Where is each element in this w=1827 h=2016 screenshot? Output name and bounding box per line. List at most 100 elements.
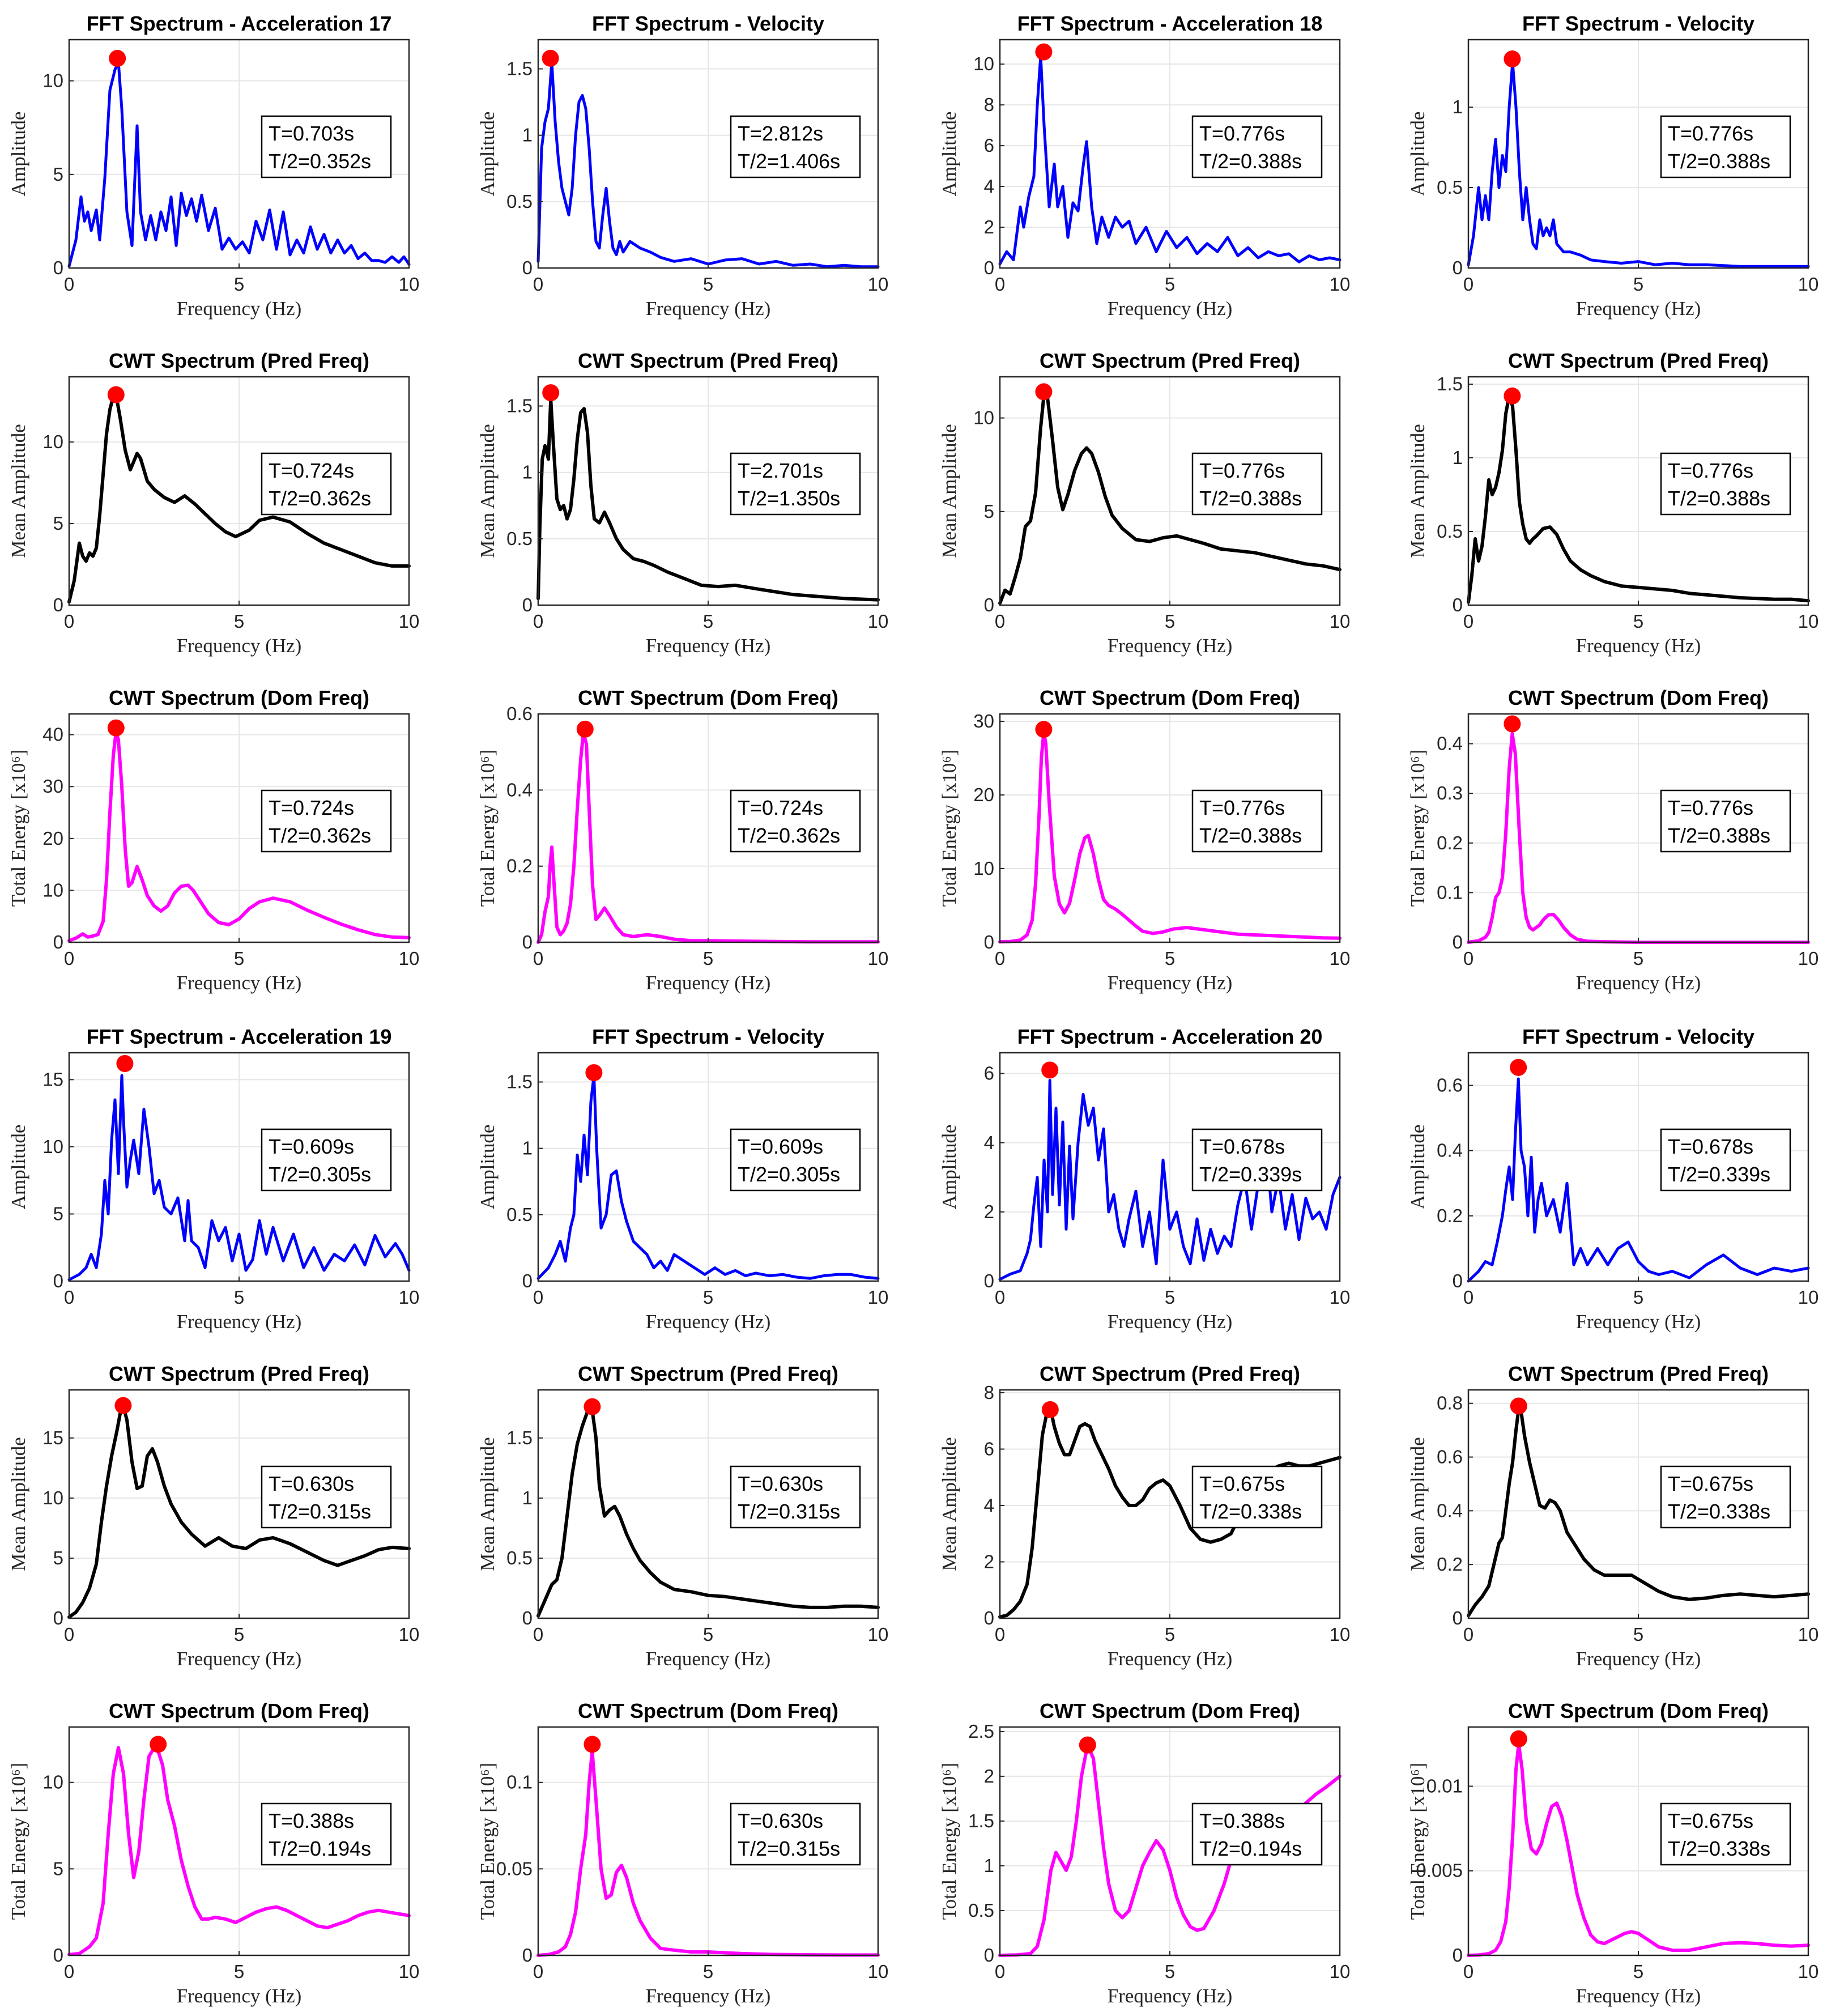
period-annotation-box bbox=[261, 1465, 392, 1529]
x-tick-label: 0 bbox=[533, 1624, 543, 1645]
x-tick-label: 0 bbox=[533, 1287, 543, 1308]
x-tick-label: 5 bbox=[1633, 1961, 1643, 1982]
peak-marker bbox=[584, 1398, 601, 1415]
half-period-annotation: T/2=0.338s bbox=[1668, 1837, 1770, 1860]
peak-marker bbox=[107, 386, 125, 403]
y-tick-label: 4 bbox=[984, 1495, 994, 1516]
y-tick-label: 0.01 bbox=[1426, 1775, 1463, 1796]
x-tick-label: 10 bbox=[399, 1624, 420, 1645]
x-tick-label: 0 bbox=[64, 1287, 74, 1308]
x-tick-label: 10 bbox=[1798, 948, 1819, 969]
y-axis-label: Total Energy [x10⁶] bbox=[476, 750, 499, 907]
subplot-5: 0 5 10 0 5 10 CWT Spectrum (Pred Freq) Frequenc… bbox=[7, 349, 419, 657]
chart-title: FFT Spectrum - Velocity bbox=[1522, 12, 1754, 35]
x-tick-label: 10 bbox=[399, 948, 420, 969]
y-tick-label: 0.2 bbox=[1437, 832, 1463, 853]
y-axis-label: Total Energy [x10⁶] bbox=[476, 1763, 499, 1920]
half-period-annotation: T/2=0.388s bbox=[1199, 150, 1302, 173]
subplot-7: 0 5 10 0 5 10 CWT Spectrum (Pred Freq) Frequenc… bbox=[938, 349, 1350, 657]
peak-marker bbox=[114, 1397, 132, 1414]
series-line bbox=[1467, 1407, 1810, 1618]
y-axis-label: Mean Amplitude bbox=[938, 424, 960, 558]
y-tick-label: 2 bbox=[984, 1201, 994, 1222]
x-axis-label: Frequency (Hz) bbox=[177, 1985, 302, 2007]
subplot-10: 0 5 10 0 0.2 0.4 0.6 CWT Spectrum (Dom Freq) Fre… bbox=[476, 686, 888, 994]
x-tick-label: 5 bbox=[234, 948, 244, 969]
x-tick-label: 5 bbox=[703, 1961, 713, 1982]
y-tick-label: 20 bbox=[973, 784, 994, 805]
chart-title: CWT Spectrum (Dom Freq) bbox=[1508, 1699, 1769, 1722]
x-tick-label: 0 bbox=[1463, 274, 1473, 295]
series-line bbox=[998, 1079, 1341, 1281]
series-line bbox=[1467, 61, 1810, 268]
y-tick-label: 0 bbox=[53, 1945, 63, 1966]
y-tick-label: 5 bbox=[53, 164, 63, 185]
y-tick-label: 0.5 bbox=[506, 528, 533, 549]
x-axis-label: Frequency (Hz) bbox=[646, 635, 771, 657]
y-axis-label: Amplitude bbox=[7, 112, 29, 197]
y-axis-label: Amplitude bbox=[476, 112, 499, 197]
chart-title: CWT Spectrum (Pred Freq) bbox=[1040, 1362, 1300, 1385]
x-tick-label: 5 bbox=[1633, 611, 1643, 632]
y-tick-label: 0 bbox=[1453, 257, 1463, 278]
x-tick-label: 10 bbox=[1798, 611, 1819, 632]
period-annotation: T=0.776s bbox=[1668, 459, 1753, 482]
x-tick-label: 5 bbox=[703, 611, 713, 632]
x-tick-label: 10 bbox=[399, 611, 420, 632]
series-line bbox=[998, 54, 1341, 266]
period-annotation: T=2.812s bbox=[738, 122, 823, 145]
y-tick-label: 0 bbox=[53, 594, 63, 615]
chart-title: FFT Spectrum - Velocity bbox=[592, 12, 824, 35]
y-axis-label: Amplitude bbox=[7, 1125, 29, 1210]
subplot-11: 0 5 10 0 10 20 30 CWT Spectrum (Dom Freq) Freque… bbox=[938, 686, 1350, 994]
y-tick-label: 5 bbox=[53, 1858, 63, 1879]
peak-marker bbox=[1510, 1058, 1527, 1076]
series-line bbox=[67, 1405, 411, 1619]
series-line bbox=[536, 397, 880, 602]
x-tick-label: 5 bbox=[1165, 1961, 1175, 1982]
subplot-20: 0 5 10 0 0.2 0.4 0.6 0.8 CWT Spectrum (Pred Freq… bbox=[1407, 1362, 1819, 1670]
y-tick-label: 2 bbox=[984, 1551, 994, 1572]
subplot-24: 0 5 10 0 0.005 0.01 CWT Spectrum (Dom Freq) Fre… bbox=[1407, 1699, 1819, 2007]
y-tick-label: 1.5 bbox=[506, 58, 533, 79]
peak-marker bbox=[584, 1736, 601, 1753]
chart-title: CWT Spectrum (Pred Freq) bbox=[109, 1362, 369, 1385]
y-tick-label: 0.6 bbox=[1437, 1447, 1463, 1468]
x-tick-label: 5 bbox=[703, 948, 713, 969]
x-axis-label: Frequency (Hz) bbox=[177, 1648, 302, 1670]
x-tick-label: 5 bbox=[234, 611, 244, 632]
peak-marker bbox=[1041, 1401, 1059, 1418]
subplot-15: 0 5 10 0 2 4 6 FFT Spectrum - Acceleration 20 Fr… bbox=[938, 1025, 1350, 1333]
chart-title: CWT Spectrum (Pred Freq) bbox=[109, 349, 369, 372]
period-annotation: T=0.630s bbox=[738, 1809, 823, 1832]
half-period-annotation: T/2=0.388s bbox=[1668, 487, 1770, 510]
x-tick-label: 0 bbox=[1463, 1624, 1473, 1645]
x-tick-label: 0 bbox=[64, 1961, 74, 1982]
series-line bbox=[536, 61, 880, 269]
half-period-annotation: T/2=0.315s bbox=[738, 1837, 840, 1860]
period-annotation: T=0.776s bbox=[1199, 796, 1285, 819]
chart-title: FFT Spectrum - Acceleration 17 bbox=[87, 12, 392, 35]
period-annotation: T=0.675s bbox=[1668, 1809, 1753, 1832]
chart-title: FFT Spectrum - Acceleration 18 bbox=[1017, 12, 1323, 35]
y-tick-label: 15 bbox=[42, 1069, 63, 1090]
y-tick-label: 0.4 bbox=[506, 779, 533, 800]
y-tick-label: 5 bbox=[984, 501, 994, 522]
y-tick-label: 8 bbox=[984, 1382, 994, 1403]
x-axis-label: Frequency (Hz) bbox=[177, 1311, 302, 1333]
peak-marker bbox=[1504, 50, 1521, 68]
period-annotation: T=0.678s bbox=[1199, 1135, 1285, 1158]
y-tick-label: 2.5 bbox=[968, 1721, 994, 1742]
x-axis-label: Frequency (Hz) bbox=[1576, 972, 1701, 994]
y-tick-label: 30 bbox=[42, 776, 63, 797]
y-axis-label: Total Energy [x10⁶] bbox=[938, 750, 960, 907]
x-axis-label: Frequency (Hz) bbox=[646, 297, 771, 320]
chart-title: CWT Spectrum (Pred Freq) bbox=[1508, 349, 1769, 372]
series-line bbox=[536, 1749, 880, 1957]
period-annotation: T=2.701s bbox=[738, 459, 823, 482]
y-tick-label: 6 bbox=[984, 135, 994, 156]
y-tick-label: 5 bbox=[53, 1203, 63, 1224]
y-tick-label: 0 bbox=[984, 594, 994, 615]
x-tick-label: 5 bbox=[234, 274, 244, 295]
x-tick-label: 0 bbox=[1463, 1287, 1473, 1308]
